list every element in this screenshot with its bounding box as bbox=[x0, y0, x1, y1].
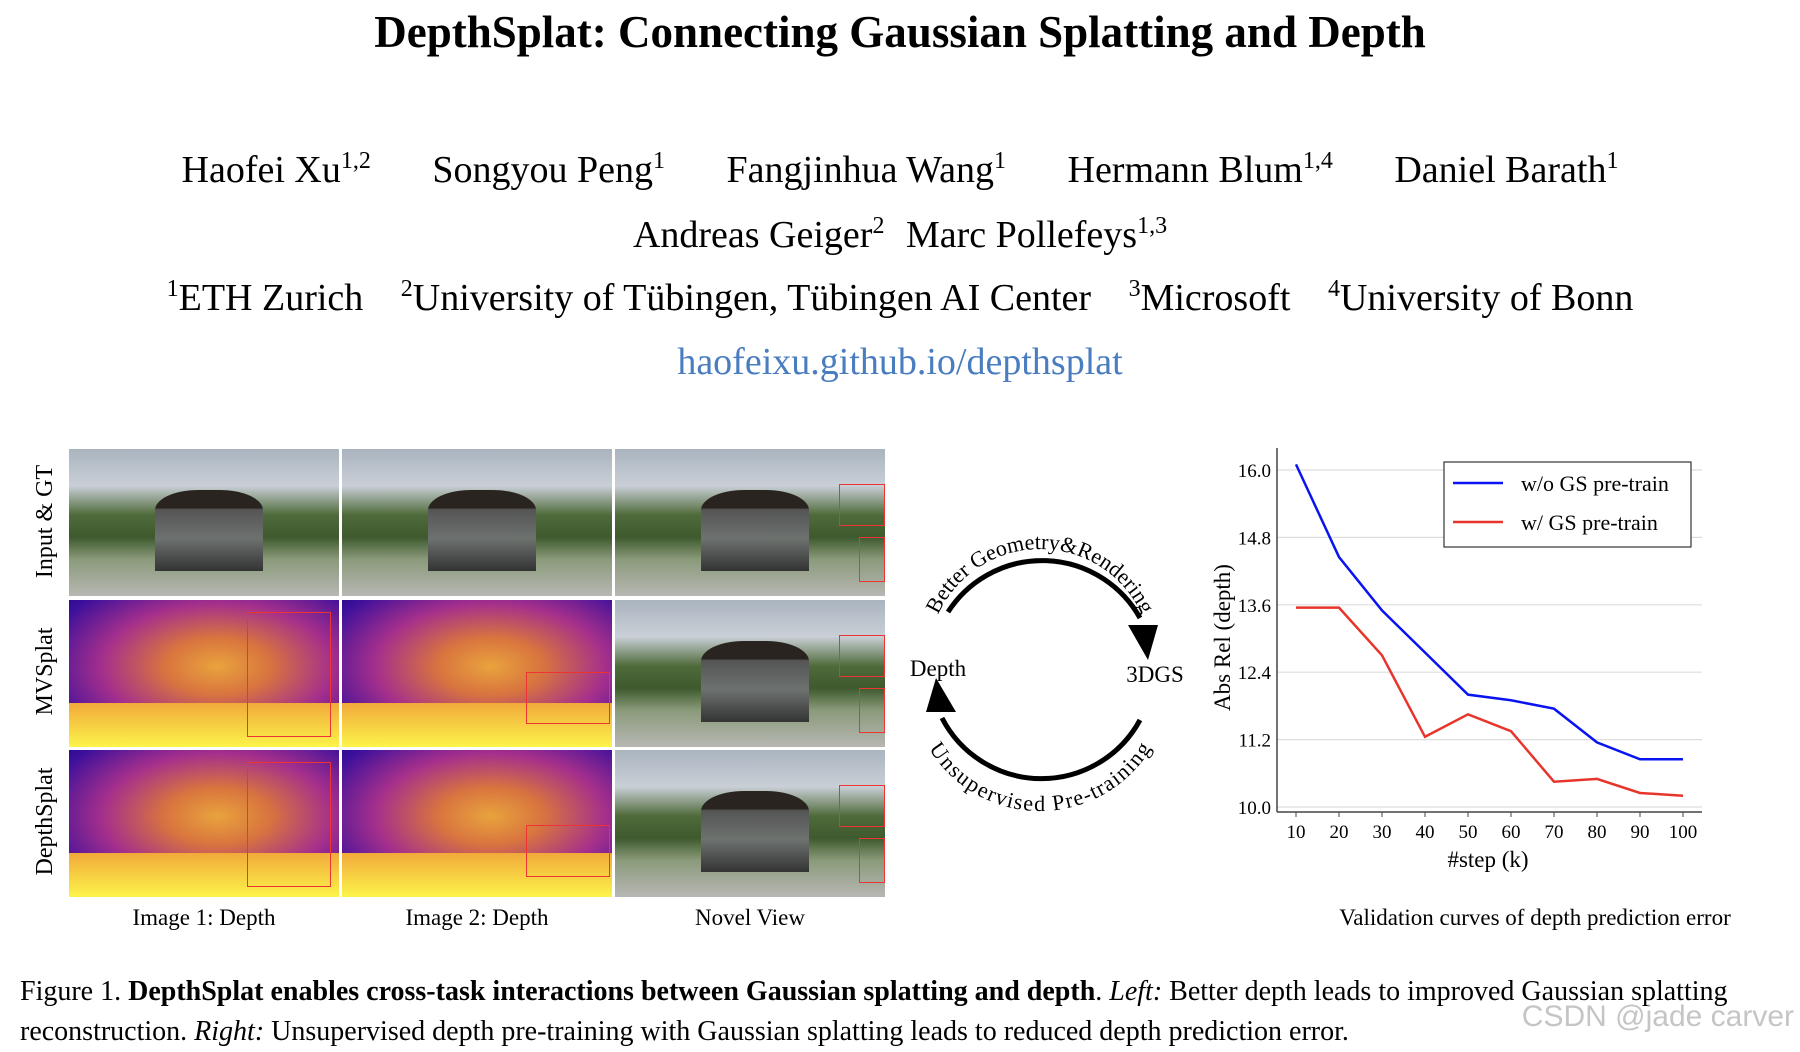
row-label: Input & GT bbox=[32, 464, 58, 579]
author: Marc Pollefeys1,3 bbox=[905, 213, 1168, 256]
depth-node: Depth bbox=[910, 656, 967, 681]
x-tick-label: 70 bbox=[1545, 822, 1564, 843]
series-line bbox=[1294, 463, 1683, 761]
x-tick-label: 50 bbox=[1459, 822, 1478, 843]
x-tick-label: 20 bbox=[1330, 822, 1349, 843]
author: Fangjinhua Wang1 bbox=[726, 148, 1006, 191]
affiliation: 4University of Bonn bbox=[1327, 276, 1634, 319]
chart-caption: Validation curves of depth prediction er… bbox=[1339, 905, 1731, 930]
legend-box bbox=[1443, 461, 1692, 548]
affiliation: 3Microsoft bbox=[1128, 276, 1291, 319]
cycle-diagram: Better Geometry&Rendering Unsupervised P… bbox=[910, 529, 1184, 816]
y-tick-label: 11.2 bbox=[1238, 731, 1271, 752]
authors-line-2: Andreas Geiger2 Marc Pollefeys1,3 bbox=[0, 213, 1800, 257]
column-label: Novel View bbox=[695, 905, 805, 930]
mvsplat-novel-view bbox=[615, 600, 885, 747]
depthsplat-depth-1 bbox=[69, 750, 339, 897]
paper-title: DepthSplat: Connecting Gaussian Splattin… bbox=[374, 7, 1426, 57]
column-label: Image 2: Depth bbox=[405, 905, 549, 930]
x-tick-label: 10 bbox=[1287, 822, 1306, 843]
mvsplat-depth-1 bbox=[69, 600, 339, 747]
y-tick-label: 10.0 bbox=[1238, 798, 1271, 819]
3dgs-node: 3DGS bbox=[1126, 662, 1184, 687]
legend-label: w/ GS pre-train bbox=[1521, 510, 1658, 535]
authors-line-1: Haofei Xu1,2 Songyou Peng1 Fangjinhua Wa… bbox=[0, 148, 1800, 192]
input-image-2 bbox=[342, 449, 612, 596]
figure-caption: Figure 1. DepthSplat enables cross-task … bbox=[20, 976, 1728, 1047]
affiliation: 2University of Tübingen, Tübingen AI Cen… bbox=[400, 276, 1092, 319]
x-axis-label: #step (k) bbox=[1447, 847, 1528, 872]
validation-chart: 10.0 11.2 12.4 13.6 14.8 16.0 10 20 30 40 50 60 70 80… bbox=[1210, 448, 1702, 872]
x-tick-label: 90 bbox=[1631, 822, 1650, 843]
x-tick-label: 30 bbox=[1373, 822, 1392, 843]
x-tick-label: 60 bbox=[1502, 822, 1521, 843]
gt-novel-view bbox=[615, 449, 885, 596]
arrow-head-right-icon bbox=[1128, 625, 1158, 660]
affiliation: 1ETH Zurich bbox=[166, 276, 364, 319]
author: Andreas Geiger2 bbox=[632, 213, 885, 256]
x-tick-label: 80 bbox=[1588, 822, 1607, 843]
watermark: CSDN @jade carver bbox=[1521, 1000, 1794, 1033]
x-tick-label: 100 bbox=[1669, 822, 1698, 843]
author: Haofei Xu1,2 bbox=[181, 148, 371, 191]
y-tick-label: 12.4 bbox=[1238, 663, 1272, 684]
input-image-1 bbox=[69, 449, 339, 596]
y-axis-label: Abs Rel (depth) bbox=[1210, 564, 1235, 711]
affiliations: 1ETH Zurich 2University of Tübingen, Tüb… bbox=[0, 276, 1800, 320]
x-tick-label: 40 bbox=[1416, 822, 1435, 843]
bottom-arrow-arc bbox=[939, 716, 1143, 782]
author: Songyou Peng1 bbox=[432, 148, 666, 191]
y-tick-label: 16.0 bbox=[1238, 461, 1271, 482]
column-label: Image 1: Depth bbox=[132, 905, 276, 930]
author: Hermann Blum1,4 bbox=[1067, 148, 1333, 191]
depthsplat-novel-view bbox=[615, 750, 885, 897]
arrow-head-left-icon bbox=[926, 678, 956, 712]
legend-label: w/o GS pre-train bbox=[1521, 471, 1669, 496]
y-tick-label: 14.8 bbox=[1238, 528, 1271, 549]
author: Daniel Barath1 bbox=[1394, 148, 1619, 191]
depthsplat-depth-2 bbox=[342, 750, 612, 897]
row-label: DepthSplat bbox=[32, 767, 58, 876]
mvsplat-depth-2 bbox=[342, 600, 612, 747]
project-link[interactable]: haofeixu.github.io/depthsplat bbox=[677, 341, 1123, 383]
series-line bbox=[1296, 606, 1684, 798]
top-arrow-arc bbox=[945, 558, 1143, 620]
y-tick-label: 13.6 bbox=[1238, 596, 1271, 617]
row-label: MVSplat bbox=[32, 627, 58, 716]
